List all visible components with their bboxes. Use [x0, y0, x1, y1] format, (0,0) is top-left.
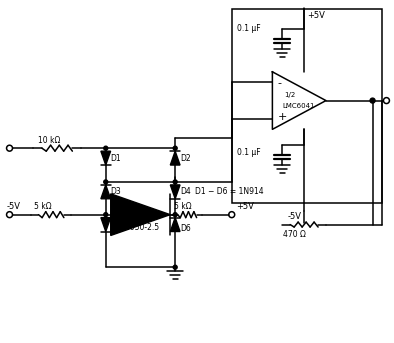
- Polygon shape: [170, 217, 180, 232]
- Polygon shape: [170, 151, 180, 165]
- Polygon shape: [101, 217, 111, 232]
- Text: D6: D6: [180, 224, 191, 233]
- Circle shape: [370, 98, 375, 103]
- Circle shape: [173, 213, 177, 217]
- Text: LMC6041: LMC6041: [282, 103, 315, 108]
- Text: +5V: +5V: [236, 202, 254, 211]
- Text: +: +: [277, 113, 287, 122]
- Text: D1 − D6 = 1N914: D1 − D6 = 1N914: [195, 187, 264, 196]
- Text: -: -: [277, 78, 281, 88]
- Text: D4: D4: [180, 187, 191, 196]
- Polygon shape: [170, 185, 180, 199]
- Text: D3: D3: [111, 187, 121, 196]
- Text: 5 kΩ: 5 kΩ: [174, 202, 192, 211]
- Circle shape: [104, 213, 108, 217]
- Circle shape: [173, 180, 177, 184]
- Text: -5V: -5V: [7, 202, 20, 211]
- Polygon shape: [111, 194, 170, 236]
- Text: 0.1 μF: 0.1 μF: [237, 147, 260, 157]
- Text: -5V: -5V: [287, 212, 301, 221]
- Text: 470 Ω: 470 Ω: [283, 230, 306, 239]
- Polygon shape: [101, 151, 111, 165]
- Text: 0.1 μF: 0.1 μF: [237, 24, 260, 33]
- Text: D1: D1: [111, 154, 121, 163]
- Polygon shape: [101, 185, 111, 199]
- Circle shape: [173, 146, 177, 150]
- Bar: [232, 9, 383, 203]
- Text: +5V: +5V: [307, 11, 325, 20]
- Text: D5: D5: [111, 224, 121, 233]
- Text: LM4050-2.5: LM4050-2.5: [115, 223, 160, 232]
- Text: 1/2: 1/2: [284, 92, 296, 98]
- Text: 10 kΩ: 10 kΩ: [38, 136, 61, 145]
- Circle shape: [104, 180, 108, 184]
- Text: 5 kΩ: 5 kΩ: [34, 202, 52, 211]
- Circle shape: [104, 146, 108, 150]
- Circle shape: [173, 265, 177, 269]
- Text: D2: D2: [180, 154, 191, 163]
